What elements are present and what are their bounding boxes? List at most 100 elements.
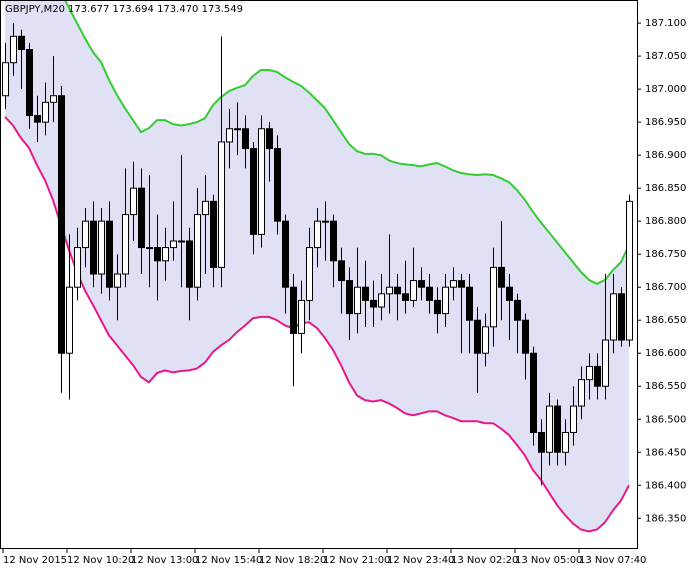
y-tick-label: 186.650: [645, 315, 686, 326]
candle-body: [266, 128, 273, 150]
candle-body: [258, 128, 265, 235]
x-tick-label: 12 Nov 23:40: [387, 555, 454, 566]
upper-band: [63, 0, 630, 286]
candle-body: [138, 187, 145, 249]
y-tick-label: 186.850: [645, 183, 686, 194]
candle-body: [330, 220, 337, 262]
candle-body: [610, 293, 617, 341]
plot-area: [2, 0, 633, 533]
candle-body: [26, 49, 33, 117]
candle-body: [290, 286, 297, 334]
y-tick-label: 187.100: [645, 18, 686, 29]
candle-body: [618, 293, 625, 341]
y-tick-label: 186.600: [645, 348, 686, 359]
x-tick-label: 12 Nov 15:40: [195, 555, 262, 566]
candle-body: [82, 220, 89, 249]
candle-body: [482, 326, 489, 354]
candle-body: [226, 128, 233, 143]
candle-body: [378, 293, 385, 308]
y-tick-label: 186.950: [645, 117, 686, 128]
candle-body: [106, 220, 113, 288]
candle-body: [114, 273, 121, 288]
candle-body: [434, 299, 441, 315]
x-tick-label: 12 Nov 18:20: [259, 555, 326, 566]
candle-body: [554, 405, 561, 453]
candle-body: [2, 62, 9, 97]
candle-body: [146, 247, 153, 250]
y-tick-label: 186.750: [645, 249, 686, 260]
plot-border: [0, 0, 638, 549]
y-tick-label: 186.400: [645, 480, 686, 491]
x-tick-label: 12 Nov 2015: [3, 555, 67, 566]
candle-body: [418, 280, 425, 288]
chart-title: GBPJPY,M20: [5, 4, 65, 15]
candle-body: [274, 148, 281, 222]
candle-body: [66, 286, 73, 354]
y-tick-label: 186.450: [645, 447, 686, 458]
y-tick-label: 186.800: [645, 216, 686, 227]
candle-body: [450, 280, 457, 288]
candle-body: [90, 220, 97, 275]
candle-body: [170, 240, 177, 249]
candle-body: [458, 280, 465, 288]
candle-body: [338, 260, 345, 282]
candle-body: [234, 128, 241, 131]
x-tick-label: 13 Nov 07:40: [579, 555, 646, 566]
candle-body: [386, 286, 393, 295]
candle-body: [506, 286, 513, 301]
x-tick-label: 13 Nov 02:20: [451, 555, 518, 566]
y-tick-label: 186.350: [645, 513, 686, 524]
candle-body: [18, 35, 25, 51]
candle-body: [282, 220, 289, 288]
chart-subtitle: 173.677 173.694 173.470 173.549: [68, 4, 243, 15]
y-tick-label: 186.550: [645, 381, 686, 392]
candle-body: [546, 405, 553, 453]
candle-body: [538, 431, 545, 453]
candle-body: [498, 266, 505, 288]
candle-body: [98, 220, 105, 275]
candle-body: [194, 214, 201, 288]
candle-body: [570, 405, 577, 433]
candle-body: [42, 101, 49, 123]
candle-body: [594, 365, 601, 387]
candle-body: [314, 220, 321, 249]
candle-body: [346, 280, 353, 315]
candle-body: [186, 240, 193, 288]
y-tick-label: 187.000: [645, 84, 686, 95]
x-tick-label: 13 Nov 05:00: [515, 555, 582, 566]
candle-body: [490, 266, 497, 328]
x-tick-label: 12 Nov 21:00: [323, 555, 390, 566]
y-tick-label: 186.700: [645, 282, 686, 293]
candle-body: [250, 148, 257, 235]
candle-body: [218, 141, 225, 268]
candle-body: [402, 293, 409, 301]
candle-body: [370, 299, 377, 308]
x-tick-label: 12 Nov 13:00: [131, 555, 198, 566]
candle-body: [602, 339, 609, 387]
candle-body: [10, 35, 17, 64]
candle-body: [466, 286, 473, 321]
y-tick-label: 186.900: [645, 150, 686, 161]
candle-body: [210, 200, 217, 268]
candle-body: [362, 286, 369, 301]
candle-body: [74, 247, 81, 288]
candle-body: [586, 365, 593, 381]
candle-body: [154, 247, 161, 262]
x-tick-label: 12 Nov 10:20: [67, 555, 134, 566]
candle-body: [306, 247, 313, 301]
candle-body: [394, 286, 401, 295]
candle-body: [442, 286, 449, 315]
candle-body: [298, 299, 305, 334]
candle-body: [474, 319, 481, 354]
candle-body: [202, 200, 209, 216]
candle-body: [354, 286, 361, 315]
candle-body: [34, 115, 41, 123]
candle-body: [50, 95, 57, 103]
lower-band: [4, 116, 630, 533]
candle-body: [410, 280, 417, 301]
candle-body: [162, 247, 169, 262]
candle-body: [522, 319, 529, 354]
candle-body: [58, 95, 65, 354]
candle-body: [626, 200, 633, 341]
